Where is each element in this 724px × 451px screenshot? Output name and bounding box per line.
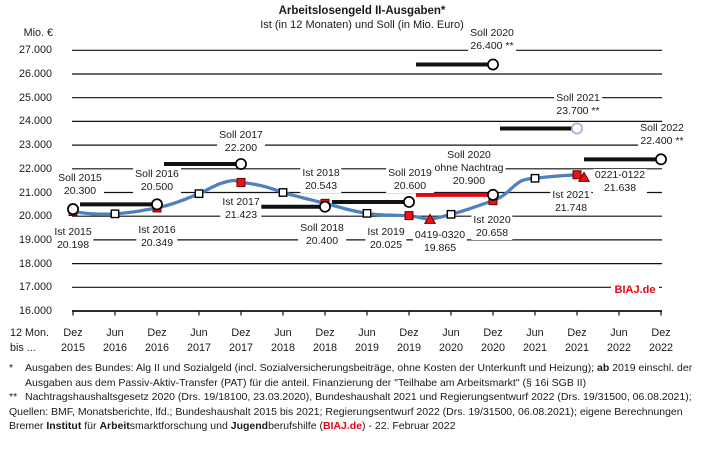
soll-marker-soll-2018 — [319, 200, 331, 213]
x-axis-tick-label: Dez 2016 — [144, 327, 170, 354]
jun-marker — [194, 189, 204, 199]
annotation-ist-2018: Ist 2018 20.543 — [300, 167, 342, 193]
footnote-text: smarktforschung und — [129, 420, 231, 433]
annotation-ist-2015: Ist 2015 20.198 — [52, 226, 94, 252]
y-axis-tick-label: 16.000 — [18, 305, 52, 317]
annotation-ist-2016: Ist 2016 20.349 — [136, 224, 178, 250]
footnote-line: * Ausgaben des Bundes: Alg II und Sozialg… — [9, 361, 719, 376]
footnote-text: Ausgaben des Bundes: Alg II und Sozialge… — [25, 362, 598, 374]
y-axis-tick-label: 27.000 — [18, 44, 52, 57]
x-axis-tick-label: Jun 2021 — [522, 327, 548, 354]
footnote-text: 2019 einschl. der — [609, 362, 693, 374]
soll-marker-soll-2016 — [151, 198, 163, 211]
footnote-text: Quellen: BMF, Monatsberichte, lfd.; Bund… — [9, 405, 683, 418]
ist-dez-marker — [404, 211, 414, 221]
y-axis-tick-label: 23.000 — [18, 139, 52, 152]
annotation-ist-2019: Ist 2019 20.025 — [365, 226, 407, 252]
soll-marker-soll-2020 — [487, 58, 499, 71]
soll-marker-soll-2015 — [67, 203, 79, 216]
annotation-soll-2018: Soll 2018 20.400 — [298, 222, 346, 248]
x-axis-tick-label: Dez 2022 — [648, 327, 674, 354]
footnote-line: Bremer Institut für Arbeitsmarktforschun… — [9, 419, 719, 434]
soll-marker-soll-2017 — [235, 158, 247, 171]
soll-marker-soll-2022 — [655, 153, 667, 166]
annotation-soll-2020-ohne-nachtrag: Soll 2020 ohne Nachtrag 20.900 — [432, 149, 506, 188]
annotation-period-0419-0320: 0419-0320 19.865 — [412, 229, 468, 255]
ist-dez-marker — [236, 177, 246, 187]
y-axis-tick-label: 20.000 — [18, 210, 52, 223]
x-axis-tick-label: Jun 2016 — [102, 327, 128, 354]
annotation-ist-2020: Ist 2020 20.658 — [471, 214, 513, 240]
footnote-marker: * — [9, 362, 14, 374]
soll-marker-soll-2020-ohne-nachtrag — [487, 188, 499, 201]
biaj-watermark: BIAJ.de — [611, 284, 659, 296]
x-axis-caption-line1: 12 Mon. — [10, 327, 50, 339]
special-period-marker — [577, 171, 591, 182]
x-axis-caption-line2: bis ... — [10, 342, 36, 354]
footnote-line: ** Nachtragshaushaltsgesetz 2020 (Drs. 19… — [9, 390, 719, 405]
annotation-soll-2021: Soll 2021 23.700 ** — [554, 92, 602, 118]
x-axis-tick-label: Jun 2018 — [270, 327, 296, 354]
soll-marker-soll-2021 — [571, 122, 583, 135]
footnote-brand-text: BIAJ.de — [322, 420, 363, 433]
y-axis-unit-label: Mio. € — [23, 27, 53, 39]
annotation-soll-2017: Soll 2017 22.200 — [217, 129, 265, 155]
annotation-soll-2015: Soll 2015 20.300 — [56, 172, 104, 198]
x-axis-tick-label: Dez 2018 — [312, 327, 338, 354]
y-axis-tick-label: 24.000 — [18, 115, 52, 128]
y-axis-tick-label: 25.000 — [18, 91, 52, 104]
y-axis-tick-label: 21.000 — [18, 186, 52, 199]
footnote-text: Bremer — [9, 420, 47, 433]
annotation-period-0221-0122: 0221-0122 21.638 — [592, 169, 648, 195]
chart-title: Arbeitslosengeld II-Ausgaben* — [278, 5, 446, 17]
footnote-line: Quellen: BMF, Monatsberichte, lfd.; Bund… — [9, 405, 719, 420]
footnote-text: berufshilfe ( — [268, 420, 323, 433]
y-axis-tick-label: 22.000 — [18, 162, 52, 175]
x-axis-tick-label: Dez 2017 — [228, 327, 254, 354]
x-axis-tick-label: Dez 2020 — [480, 327, 506, 354]
annotation-soll-2022: Soll 2022 22.400 ** — [638, 122, 686, 148]
soll-marker-soll-2019 — [403, 196, 415, 208]
annotation-soll-2019: Soll 2019 20.600 — [386, 167, 434, 193]
jun-marker — [278, 188, 288, 197]
x-axis-tick-label: Dez 2021 — [564, 327, 590, 354]
footnote-text: ) - 22. Februar 2022 — [362, 420, 456, 433]
footnotes: * Ausgaben des Bundes: Alg II und Sozialg… — [9, 361, 719, 434]
x-axis-tick-label: Jun 2017 — [186, 327, 212, 354]
x-axis-tick-label: Jun 2022 — [606, 327, 632, 354]
x-axis-tick-label: Jun 2020 — [438, 327, 464, 354]
y-axis-tick-label: 18.000 — [18, 257, 52, 270]
special-period-marker — [423, 213, 437, 224]
footnote-text: ab — [597, 362, 610, 374]
x-axis-tick-label: Jun 2019 — [354, 327, 380, 354]
annotation-ist-2021: Ist 2021 21.748 — [550, 189, 592, 215]
y-axis-tick-label: 19.000 — [18, 233, 52, 246]
x-axis-tick-label: Dez 2019 — [396, 327, 422, 354]
chart-subtitle: Ist (in 12 Monaten) und Soll (in Mio. Eu… — [260, 19, 464, 31]
jun-marker — [530, 173, 540, 183]
footnote-text: Jugend — [230, 420, 269, 433]
y-axis-tick-label: 17.000 — [18, 281, 52, 294]
y-axis-tick-label: 26.000 — [18, 68, 52, 80]
annotation-soll-2020: Soll 2020 26.400 ** — [468, 27, 516, 53]
footnote-text: Nachtragshaushaltsgesetz 2020 (Drs. 19/1… — [25, 391, 692, 404]
x-axis-caption: 12 Mon. bis ... — [10, 326, 49, 356]
jun-marker — [446, 209, 456, 219]
annotation-ist-2017: Ist 2017 21.423 — [220, 196, 262, 222]
annotation-soll-2016: Soll 2016 20.500 — [133, 168, 181, 194]
footnote-text: für — [81, 420, 100, 433]
jun-marker — [110, 209, 120, 219]
footnote-marker: ** — [9, 391, 18, 404]
jun-marker — [362, 208, 372, 218]
x-axis-tick-label: Dez 2015 — [60, 327, 86, 354]
footnote-text: Institut — [46, 420, 82, 433]
ist-dez-marker — [572, 170, 582, 180]
footnote-text: Ausgaben aus dem Passiv-Aktiv-Transfer (… — [25, 376, 587, 389]
footnote-text: Arbeit — [99, 420, 130, 433]
footnote-line: Ausgaben aus dem Passiv-Aktiv-Transfer (… — [9, 376, 719, 391]
